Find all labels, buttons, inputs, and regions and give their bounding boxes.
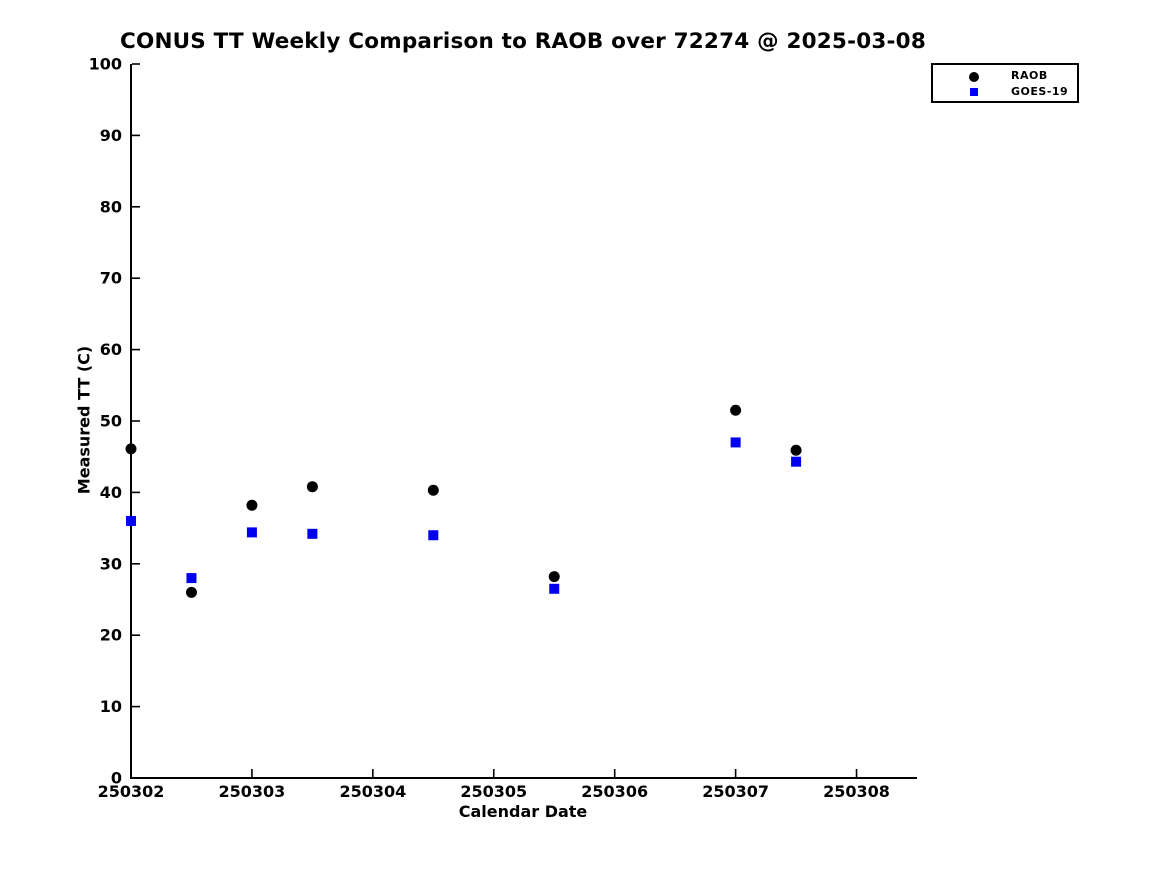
y-tick-label: 30 bbox=[100, 554, 122, 573]
legend-label-goes19: GOES-19 bbox=[1011, 85, 1069, 98]
data-point-goes-19 bbox=[307, 528, 318, 539]
x-tick-label: 250307 bbox=[702, 782, 769, 801]
data-point-goes-19 bbox=[791, 456, 802, 467]
y-tick-label: 10 bbox=[100, 697, 122, 716]
data-point-goes-19 bbox=[126, 515, 136, 526]
y-tick-label: 40 bbox=[100, 483, 122, 502]
y-tick-label: 70 bbox=[100, 269, 122, 288]
legend: RAOB GOES-19 bbox=[931, 63, 1079, 103]
y-tick-label: 80 bbox=[100, 197, 122, 216]
x-tick-label: 250305 bbox=[460, 782, 527, 801]
x-axis-label: Calendar Date bbox=[458, 802, 588, 821]
y-tick-label: 0 bbox=[111, 769, 122, 788]
x-tick-label: 250304 bbox=[339, 782, 406, 801]
chart-title: CONUS TT Weekly Comparison to RAOB over … bbox=[120, 29, 926, 54]
y-tick-label: 50 bbox=[100, 412, 122, 431]
x-tick-label: 250308 bbox=[823, 782, 890, 801]
data-point-goes-19 bbox=[246, 527, 257, 538]
data-point-raob bbox=[427, 484, 439, 496]
data-point-raob bbox=[730, 404, 742, 416]
y-tick-label: 20 bbox=[100, 626, 122, 645]
data-point-raob bbox=[246, 499, 258, 511]
y-tick-label: 60 bbox=[100, 340, 122, 359]
x-tick-label: 250302 bbox=[98, 782, 165, 801]
data-point-raob bbox=[306, 481, 318, 493]
data-point-raob bbox=[790, 444, 802, 456]
x-tick-label: 250303 bbox=[219, 782, 286, 801]
data-point-goes-19 bbox=[549, 583, 560, 594]
data-point-raob bbox=[185, 586, 197, 598]
data-point-goes-19 bbox=[730, 437, 741, 448]
y-tick-label: 100 bbox=[89, 55, 122, 74]
legend-label-raob: RAOB bbox=[1011, 69, 1048, 82]
data-point-raob bbox=[548, 571, 560, 583]
data-point-goes-19 bbox=[186, 573, 197, 584]
data-point-goes-19 bbox=[428, 530, 439, 541]
y-tick-label: 90 bbox=[100, 126, 122, 145]
goes19-square-marker-icon bbox=[970, 88, 978, 96]
data-point-raob bbox=[125, 443, 137, 455]
raob-circle-marker-icon bbox=[969, 72, 979, 82]
x-tick-label: 250306 bbox=[581, 782, 648, 801]
